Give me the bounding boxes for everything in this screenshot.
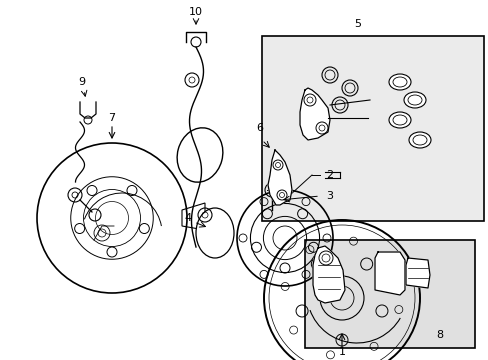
Bar [305,240,474,348]
Text: 5: 5 [354,19,361,29]
Polygon shape [405,258,429,288]
Text: 2: 2 [326,170,333,180]
Text: 7: 7 [108,113,115,123]
Polygon shape [299,88,329,140]
Ellipse shape [177,128,223,182]
Polygon shape [267,150,291,205]
Bar [262,36,483,221]
Ellipse shape [388,112,410,128]
Text: 10: 10 [189,7,203,17]
Ellipse shape [388,74,410,90]
Ellipse shape [196,208,234,258]
Text: 3: 3 [326,191,333,201]
Ellipse shape [403,92,425,108]
Polygon shape [374,252,404,295]
Ellipse shape [408,132,430,148]
Text: 9: 9 [78,77,85,87]
Text: 8: 8 [436,330,443,340]
Text: 1: 1 [338,347,345,357]
Polygon shape [312,246,345,303]
Text: 6: 6 [256,123,263,133]
Text: 4: 4 [184,213,191,223]
